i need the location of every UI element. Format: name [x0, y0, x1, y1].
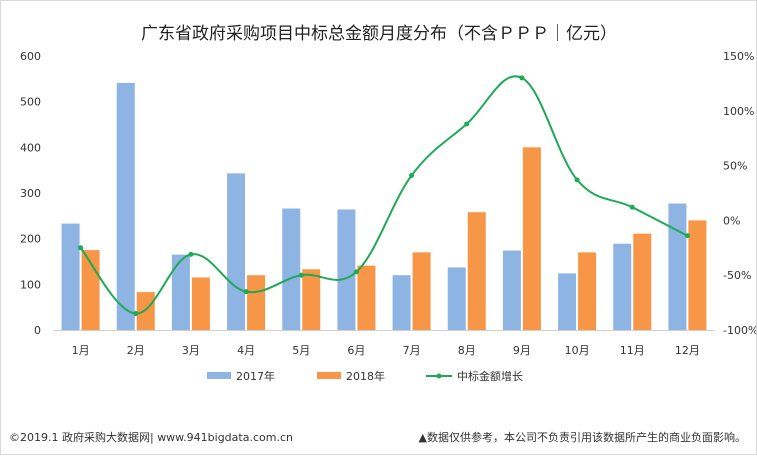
x-tick-label: 6月 — [347, 344, 365, 357]
x-tick-label: 10月 — [565, 344, 590, 357]
growth-point — [629, 204, 635, 210]
growth-line — [79, 75, 688, 315]
growth-point — [519, 75, 525, 81]
bar-2017年 — [392, 275, 411, 330]
footer-disclaimer: ▲数据仅供参考，本公司不负责引用该数据所产生的商业负面影响。 — [419, 430, 746, 444]
y2-tick-label: -100% — [723, 324, 756, 337]
x-tick-label: 11月 — [620, 344, 645, 357]
bar-2017年 — [558, 273, 577, 330]
plot-area: 0 100 200 300 400 500 600 -100% -50% 0% 50% 100% 150… — [20, 50, 757, 357]
x-tick-label: 12月 — [675, 344, 700, 357]
x-tick-label: 9月 — [513, 344, 531, 357]
growth-point — [298, 272, 304, 278]
bar-2017年 — [61, 223, 80, 330]
bar-2018年 — [633, 233, 652, 330]
x-tick-label: 3月 — [182, 344, 200, 357]
bar-2018年 — [578, 252, 597, 330]
y-tick-label: 0 — [34, 324, 41, 337]
bar-2017年 — [668, 203, 687, 330]
x-tick-label: 7月 — [403, 344, 421, 357]
bar-2017年 — [171, 254, 190, 330]
legend-label: 中标金额增长 — [457, 369, 523, 383]
y-tick-label: 400 — [20, 141, 41, 154]
bar-2017年 — [282, 208, 301, 330]
y2-tick-label: 0% — [723, 214, 740, 227]
legend: 2017年 2018年 中标金额增长 — [207, 369, 523, 383]
x-tick-label: 1月 — [72, 344, 90, 357]
legend-swatch — [317, 372, 341, 379]
x-tick-label: 4月 — [237, 344, 255, 357]
bar-2017年 — [337, 209, 356, 330]
bar-2018年 — [191, 277, 210, 330]
growth-point — [133, 311, 139, 317]
y2-tick-label: 50% — [723, 160, 747, 173]
y-tick-label: 300 — [20, 187, 41, 200]
legend-label: 2018年 — [346, 369, 385, 383]
x-tick-label: 2月 — [127, 344, 145, 357]
growth-point — [574, 177, 580, 183]
x-tick-label: 5月 — [292, 344, 310, 357]
y-tick-label: 100 — [20, 278, 41, 291]
bar-2018年 — [467, 212, 486, 330]
y2-tick-label: 150% — [723, 50, 754, 63]
growth-point — [243, 289, 249, 295]
bar-2018年 — [302, 269, 321, 330]
bar-2017年 — [447, 267, 466, 330]
bar-2018年 — [412, 252, 431, 330]
y-tick-label: 200 — [20, 233, 41, 246]
growth-point — [464, 121, 470, 127]
bar-2018年 — [357, 265, 376, 330]
growth-point — [353, 269, 359, 275]
bar-2017年 — [502, 250, 521, 330]
bar-2018年 — [247, 275, 266, 330]
chart-title: 广东省政府采购项目中标总金额月度分布（不含ＰＰＰ｜亿元） — [141, 24, 617, 44]
bar-2018年 — [136, 292, 155, 330]
y-tick-label: 500 — [20, 96, 41, 109]
bar-2017年 — [613, 243, 632, 330]
y2-tick-label: 100% — [723, 105, 754, 118]
growth-point — [188, 251, 194, 257]
bar-2018年 — [522, 147, 541, 330]
x-tick-label: 8月 — [458, 344, 476, 357]
y-tick-label: 600 — [20, 50, 41, 63]
legend-label: 2017年 — [236, 369, 275, 383]
footer-source: ©2019.1 政府采购大数据网| www.941bigdata.com.cn — [9, 430, 293, 444]
y2-tick-label: -50% — [723, 269, 751, 282]
bar-2017年 — [116, 82, 135, 331]
legend-swatch — [207, 372, 231, 379]
growth-point — [78, 245, 84, 251]
legend-marker — [436, 373, 442, 379]
growth-point — [684, 233, 690, 239]
growth-point — [409, 172, 415, 178]
bar-2017年 — [227, 173, 246, 330]
bar-2018年 — [688, 220, 707, 330]
